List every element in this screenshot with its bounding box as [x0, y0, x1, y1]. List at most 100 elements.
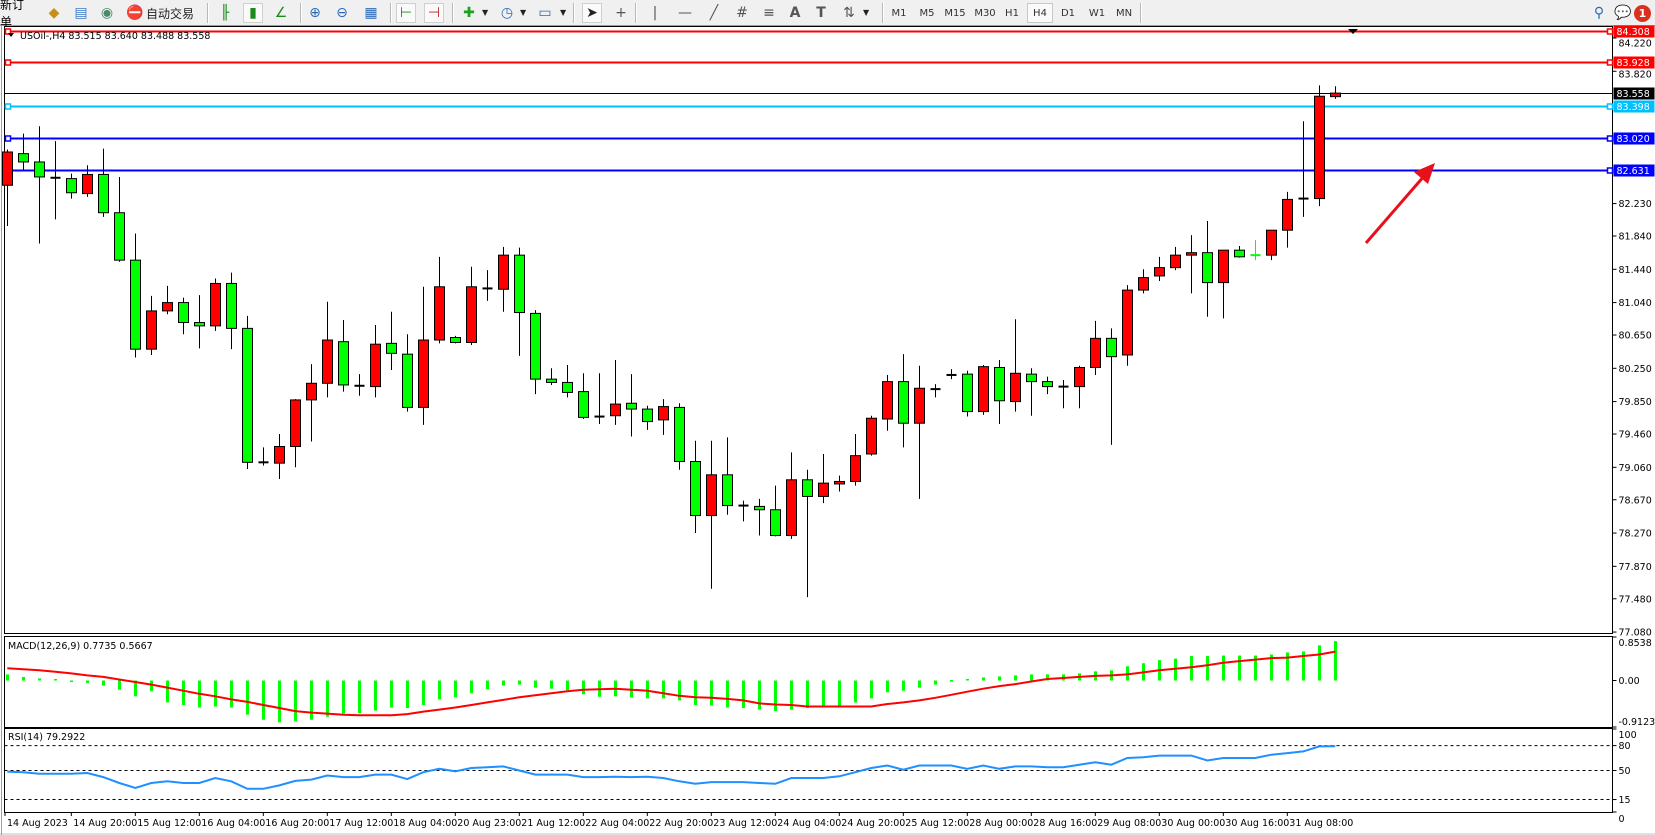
zoom-in-icon: ⊕ — [309, 5, 321, 21]
auto-trading-icon: ⛔ — [126, 5, 144, 21]
auto-scroll-button[interactable]: ⊢ — [396, 3, 416, 23]
candle-body — [1042, 381, 1053, 388]
bar-chart-button[interactable]: ╟ — [216, 3, 234, 23]
chevron-down-icon[interactable]: ▼ — [520, 8, 527, 17]
candle — [114, 176, 125, 262]
chevron-down-icon[interactable]: ▼ — [863, 8, 870, 17]
candle — [1282, 191, 1293, 248]
macd-histogram-bar — [470, 680, 473, 694]
candle — [578, 373, 589, 420]
macd-histogram-bar — [134, 680, 137, 697]
period-m5-button[interactable]: M5 — [919, 7, 935, 19]
candle — [930, 384, 941, 398]
macd-histogram-bar — [22, 676, 25, 681]
crosshair-button[interactable]: + — [612, 3, 630, 23]
periodicity-button[interactable]: ◷ — [498, 3, 516, 23]
candle-body — [402, 353, 413, 408]
vertical-line-button[interactable]: | — [646, 3, 664, 23]
cursor-button[interactable]: ➤ — [582, 3, 602, 23]
chart-shift-button[interactable]: ⊣ — [424, 3, 444, 23]
candle-body — [610, 403, 621, 417]
macd-histogram-bar — [486, 680, 489, 690]
search-button[interactable]: ⚲ — [1590, 3, 1608, 23]
arrow-annotation[interactable] — [1364, 163, 1435, 244]
candle — [1314, 85, 1325, 207]
candle — [402, 334, 413, 412]
candle — [482, 270, 493, 301]
candle — [338, 320, 349, 392]
equidistant-channel-button[interactable]: # — [733, 3, 751, 23]
candle-body — [1186, 252, 1197, 256]
candle-body — [626, 402, 637, 410]
time-tick-label: 21 Aug 12:00 — [521, 818, 585, 829]
candle — [1074, 365, 1085, 409]
time-tick-label: 24 Aug 20:00 — [841, 818, 905, 829]
indicators-icon: ✚ — [463, 5, 475, 21]
price-tick-label: 79.850 — [1619, 397, 1652, 408]
candle — [146, 295, 157, 355]
indicators-button[interactable]: ✚ — [460, 3, 478, 23]
fibonacci-button[interactable]: ≡ — [760, 3, 778, 23]
macd-histogram-bar — [966, 678, 969, 681]
macd-tick-label: 0.8538 — [1619, 638, 1652, 649]
candle — [50, 141, 61, 220]
line-chart-button[interactable]: ∠ — [272, 3, 290, 23]
rsi-tick-label: 50 — [1619, 766, 1631, 777]
period-h4-button[interactable]: H4 — [1027, 3, 1053, 23]
templates-button[interactable]: ▭ — [536, 3, 554, 23]
macd-tick-label: -0.9123 — [1619, 717, 1655, 728]
candle-body — [962, 373, 973, 413]
tile-windows-button[interactable]: ▦ — [362, 3, 380, 23]
arrows-icon: ⇅ — [843, 5, 855, 21]
market-watch-button[interactable]: ◆ — [45, 3, 63, 23]
period-mn-button[interactable]: MN — [1115, 7, 1133, 19]
candle-body — [1314, 95, 1325, 200]
candle — [434, 256, 445, 344]
candle — [818, 454, 829, 504]
macd-histogram-bar — [758, 680, 761, 710]
candle — [242, 315, 253, 469]
period-h1-button[interactable]: H1 — [1005, 7, 1019, 19]
text-button[interactable]: A — [786, 3, 804, 23]
candle-body — [1122, 289, 1133, 356]
equidistant-channel-icon: # — [736, 5, 748, 21]
candle — [1202, 221, 1213, 317]
candle-body — [978, 366, 989, 413]
zoom-in-button[interactable]: ⊕ — [306, 3, 324, 23]
candle — [354, 374, 365, 396]
chevron-down-icon[interactable]: ▼ — [482, 8, 489, 17]
candle-body — [466, 286, 477, 344]
candle-body — [114, 212, 125, 261]
trendline-button[interactable]: ╱ — [705, 3, 723, 23]
macd-histogram-bar — [566, 680, 569, 691]
arrows-button[interactable]: ⇅ — [840, 3, 858, 23]
candle — [770, 485, 781, 537]
chevron-down-icon[interactable]: ▼ — [560, 8, 567, 17]
period-m30-button[interactable]: M30 — [974, 7, 996, 19]
text-label-button[interactable]: T — [812, 3, 830, 23]
candle — [962, 370, 973, 417]
macd-histogram-bar — [662, 680, 665, 699]
macd-histogram-bar — [694, 680, 697, 705]
period-m1-button[interactable]: M1 — [891, 7, 907, 19]
notifications-button[interactable]: 💬 1 — [1614, 3, 1654, 23]
period-d1-button[interactable]: D1 — [1060, 7, 1076, 19]
candle — [18, 133, 29, 170]
data-window-button[interactable]: ▤ — [72, 3, 90, 23]
macd-histogram-bar — [6, 674, 9, 681]
chart-menu-triangle-icon[interactable] — [8, 33, 14, 37]
candlestick-button[interactable]: ▮ — [243, 3, 263, 23]
signals-button[interactable]: ◉ — [98, 3, 116, 23]
candle — [642, 405, 653, 430]
candle-body — [178, 302, 189, 324]
zoom-out-icon: ⊖ — [336, 5, 348, 21]
auto-trading-button[interactable]: ⛔ 自动交易 — [126, 3, 200, 23]
horizontal-line-button[interactable]: — — [676, 3, 694, 23]
level-price-tag — [1613, 56, 1655, 69]
period-w1-button[interactable]: W1 — [1088, 7, 1106, 19]
period-m15-button[interactable]: M15 — [944, 7, 966, 19]
candle — [274, 434, 285, 479]
zoom-out-button[interactable]: ⊖ — [333, 3, 351, 23]
rsi-label: RSI(14) 79.2922 — [8, 732, 85, 743]
